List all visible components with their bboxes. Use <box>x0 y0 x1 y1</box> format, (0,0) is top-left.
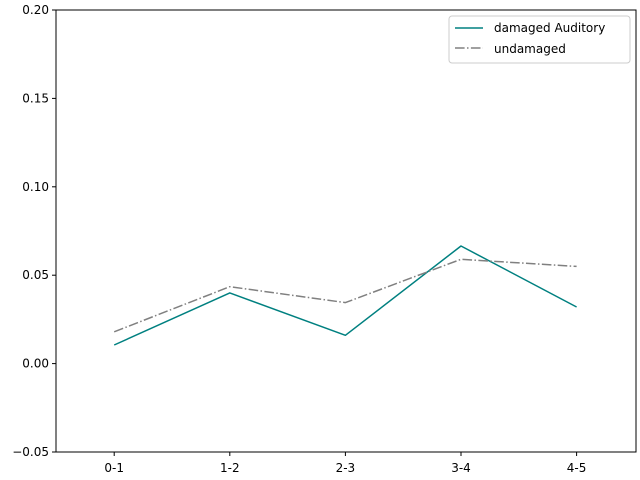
legend-box <box>448 15 631 64</box>
x-tick-label: 0-1 <box>104 461 124 475</box>
y-tick-label: 0.05 <box>22 268 49 282</box>
x-tick-label: 4-5 <box>567 461 587 475</box>
y-tick-label: 0.00 <box>22 357 49 371</box>
legend-label-undamaged: undamaged <box>494 42 566 56</box>
legend: damaged Auditory undamaged <box>448 15 631 64</box>
x-tick-label: 2-3 <box>336 461 356 475</box>
y-tick-label: 0.20 <box>22 3 49 17</box>
legend-label-damaged-auditory: damaged Auditory <box>494 21 605 35</box>
x-tick-label: 1-2 <box>220 461 240 475</box>
series-line-undamaged <box>113 258 577 333</box>
axis-ticks: −0.05 0.00 0.05 0.10 0.15 0.20 0-1 1-2 2-3 3-4 4-5 <box>12 3 586 475</box>
axes-frame <box>55 9 637 453</box>
y-tick-label: 0.10 <box>22 180 49 194</box>
series-lines <box>113 245 577 346</box>
y-tick-label: 0.15 <box>22 91 49 105</box>
series-line-damaged-auditory <box>113 245 577 346</box>
x-tick-label: 3-4 <box>451 461 471 475</box>
y-tick-label: −0.05 <box>12 445 49 459</box>
